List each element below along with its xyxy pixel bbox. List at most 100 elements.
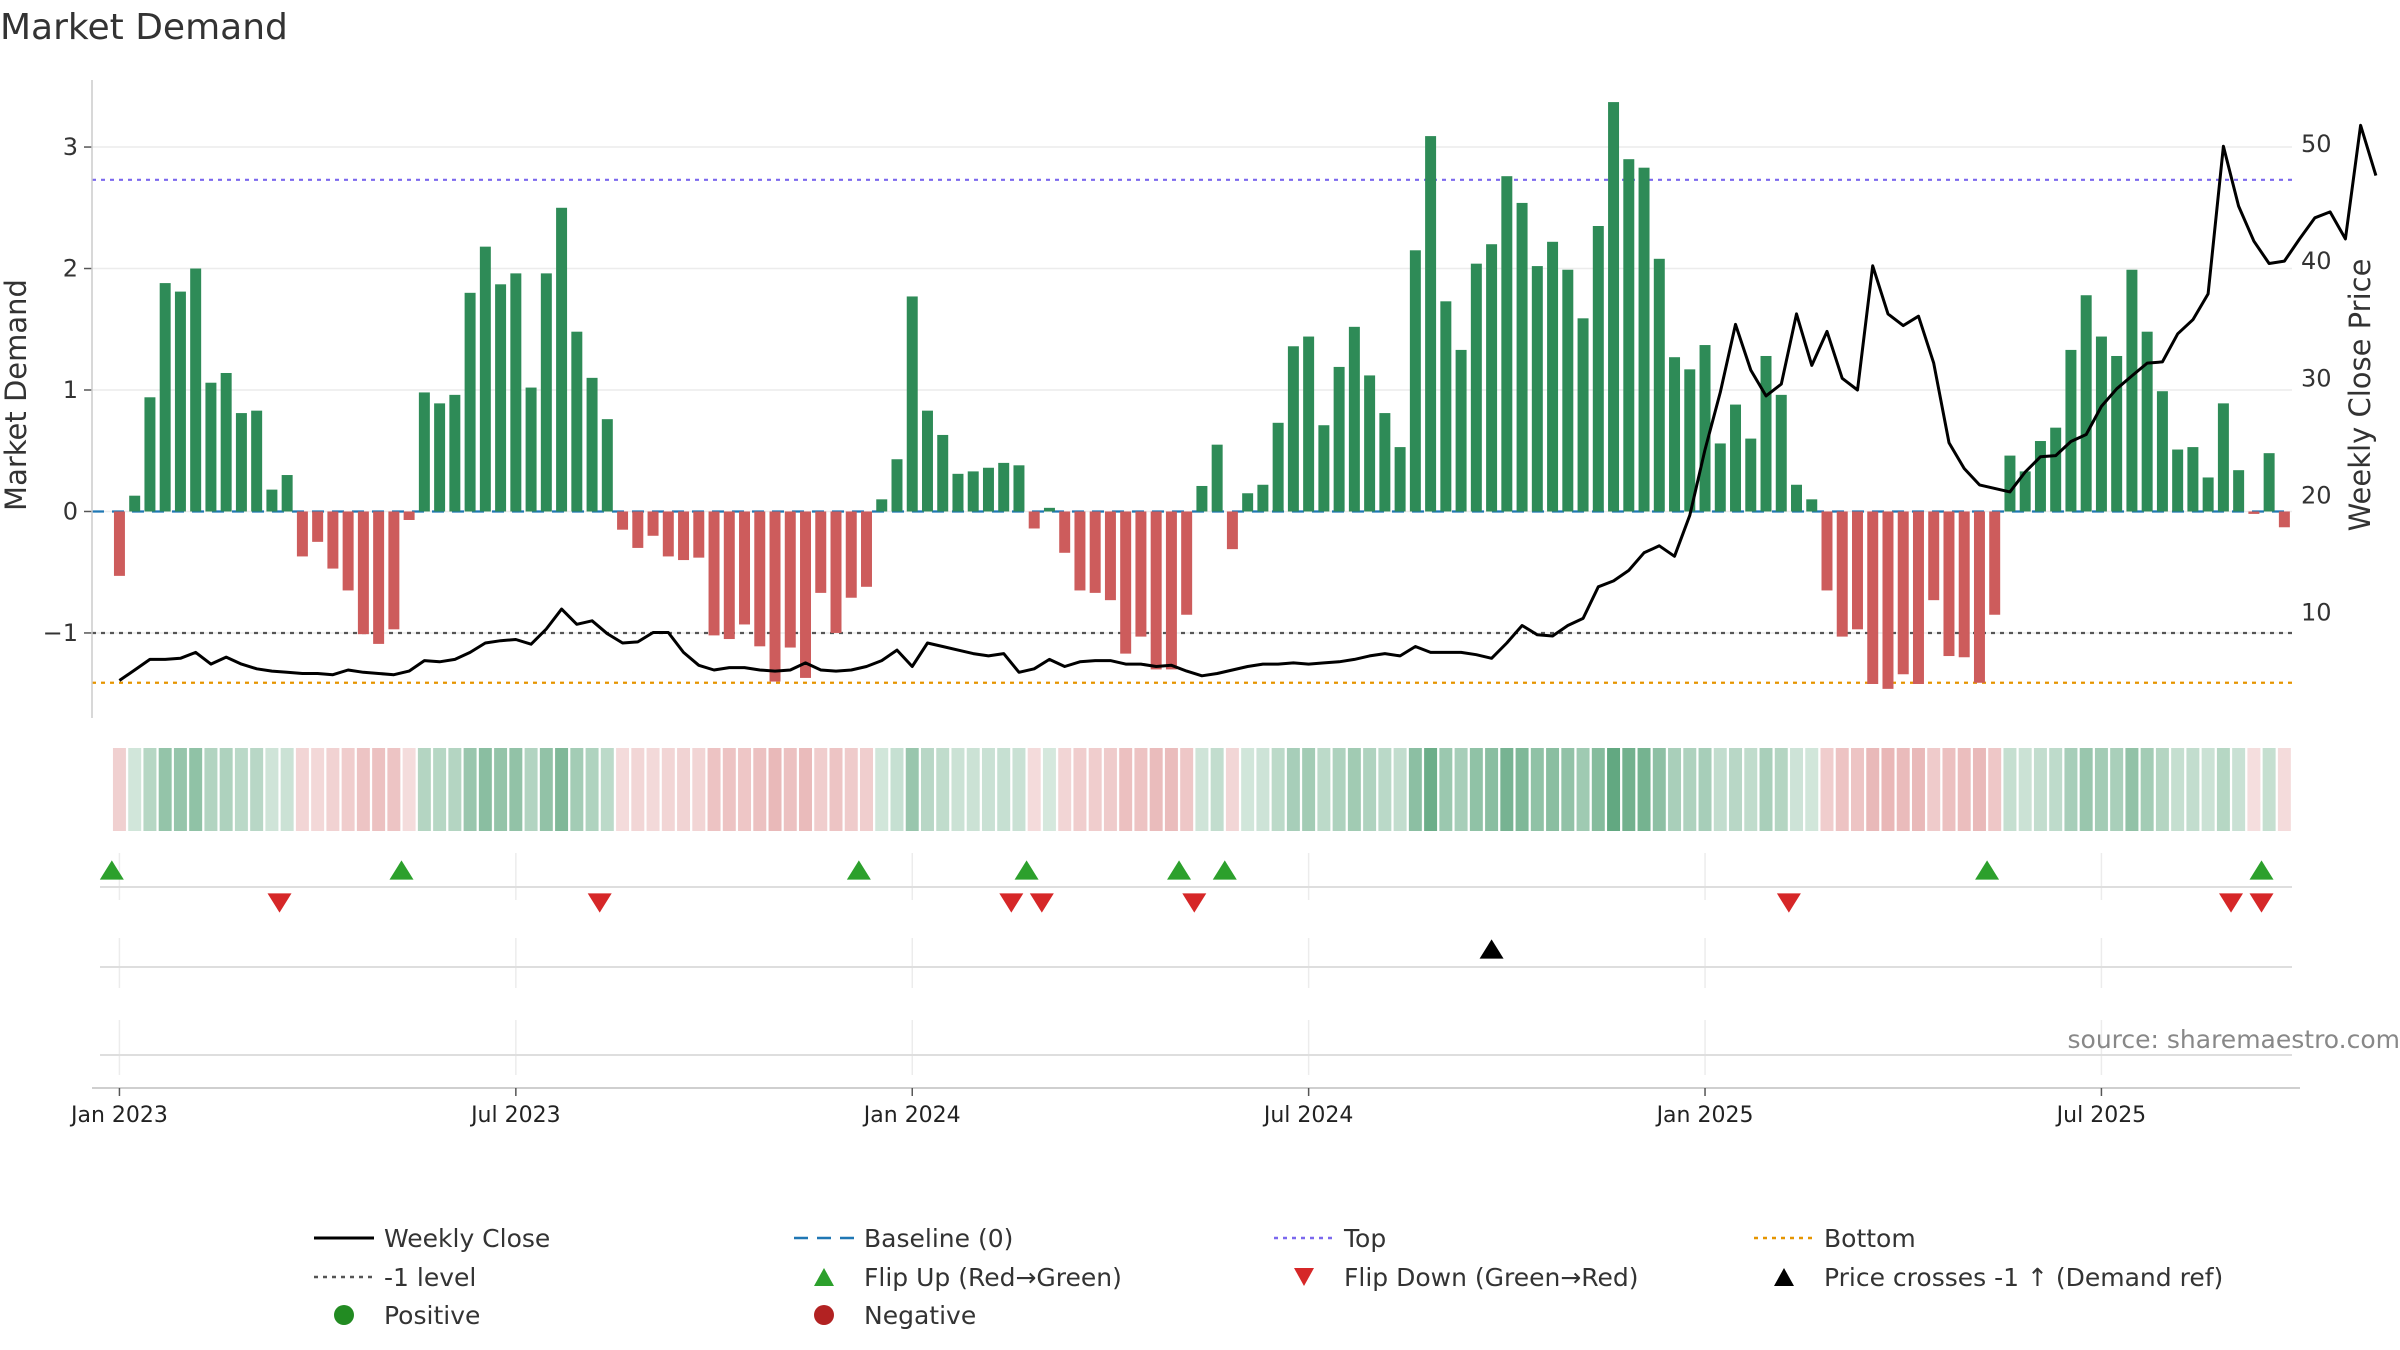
demand-bar <box>1059 511 1071 553</box>
strip-cell <box>2171 748 2185 831</box>
strip-cell <box>509 748 523 831</box>
strip-cell <box>2140 748 2154 831</box>
y2-tick-label: 50 <box>2301 130 2332 158</box>
strip-cell <box>661 748 675 831</box>
demand-bar <box>906 296 918 512</box>
flip-up-marker <box>1167 860 1192 880</box>
strip-cell <box>1393 748 1407 831</box>
strip-cell <box>890 748 904 831</box>
x-tick-label: Jan 2024 <box>862 1103 961 1128</box>
strip-cell <box>1729 748 1743 831</box>
strip-cell <box>417 748 431 831</box>
legend-item: Top <box>1274 1224 1386 1253</box>
strip-cell <box>1317 748 1331 831</box>
strip-cell <box>204 748 218 831</box>
demand-bar <box>1394 447 1406 512</box>
strip-cell <box>326 748 340 831</box>
demand-bar <box>1730 404 1742 512</box>
strip-cell <box>829 748 843 831</box>
strip-cell <box>2003 748 2017 831</box>
legend-label: Flip Up (Red→Green) <box>864 1263 1122 1292</box>
flip-down-marker <box>267 893 292 913</box>
strip-cell <box>158 748 172 831</box>
strip-cell <box>387 748 401 831</box>
demand-bar <box>2187 447 2199 512</box>
strip-cell <box>1271 748 1285 831</box>
strip-cell <box>1957 748 1971 831</box>
demand-bar <box>693 511 705 558</box>
demand-bar <box>1074 511 1086 591</box>
strip-cell <box>860 748 873 831</box>
demand-bar <box>174 291 186 512</box>
strip-cell <box>905 748 919 831</box>
demand-bar <box>1669 357 1681 512</box>
demand-bar <box>1165 511 1177 670</box>
strip-cell <box>981 748 995 831</box>
demand-bar <box>1791 484 1802 512</box>
demand-bar <box>784 511 796 648</box>
strip-cell <box>1378 748 1392 831</box>
flip-up-marker <box>1212 860 1237 880</box>
strip-cell <box>1134 748 1148 831</box>
demand-bar <box>2156 391 2168 512</box>
strip-cell <box>1607 748 1621 831</box>
demand-bar <box>1226 511 1238 550</box>
strip-cell <box>753 748 767 831</box>
strip-cell <box>722 748 736 831</box>
demand-bar <box>1653 258 1665 512</box>
strip-cell <box>1683 748 1697 831</box>
demand-bar <box>251 410 263 512</box>
demand-bar <box>769 511 781 682</box>
event-markers <box>99 860 2274 959</box>
strip-cell <box>1698 748 1712 831</box>
demand-bar <box>800 511 812 678</box>
demand-bar <box>1287 346 1299 512</box>
demand-bar <box>586 377 598 512</box>
legend-cross-icon <box>1774 1268 1794 1286</box>
demand-bar <box>1242 493 1254 512</box>
demand-bar <box>159 283 171 512</box>
demand-bar <box>1912 511 1924 684</box>
strip-cell <box>1103 748 1117 831</box>
strip-cell <box>539 748 553 831</box>
strip-cell <box>600 748 614 831</box>
strip-cell <box>1530 748 1544 831</box>
strip-cell <box>2094 748 2108 831</box>
strip-cell <box>1469 748 1483 831</box>
strip-cell <box>1927 748 1941 831</box>
demand-bar <box>861 511 872 587</box>
strip-cell <box>478 748 492 831</box>
demand-bar <box>1821 511 1833 591</box>
demand-bar <box>617 511 629 530</box>
strip-cell <box>219 748 233 831</box>
demand-bar <box>708 511 720 636</box>
legend-item: Flip Down (Green→Red) <box>1294 1263 1639 1292</box>
demand-bar <box>1547 241 1559 512</box>
demand-bars <box>113 102 2290 689</box>
strip-cell <box>2232 748 2246 831</box>
legend-label: Negative <box>864 1301 976 1330</box>
strip-cell <box>768 748 782 831</box>
demand-bar <box>1440 301 1452 512</box>
y-tick-label: 3 <box>63 133 78 161</box>
strip-cell <box>2201 748 2215 831</box>
legend-negative-icon <box>814 1305 834 1325</box>
legend-label: Top <box>1343 1224 1386 1253</box>
strip-cell <box>448 748 462 831</box>
x-axis-ticks: Jan 2023 Jul 2023 Jan 2024 Jul 2024 Jan 2025… <box>69 1088 2146 1128</box>
demand-bar <box>1531 266 1543 512</box>
strip-cell <box>1805 748 1819 831</box>
strip-cell <box>1363 748 1377 831</box>
strip-cell <box>920 748 934 831</box>
strip-cell <box>1424 748 1438 831</box>
strip-cell <box>143 748 157 831</box>
demand-bar <box>1577 318 1589 512</box>
flip-down-marker <box>2249 893 2274 913</box>
y-tick-label: 0 <box>63 497 78 525</box>
demand-bar <box>327 511 339 569</box>
demand-bar <box>312 511 324 542</box>
strip-cell <box>463 748 477 831</box>
demand-bar <box>1836 511 1848 637</box>
demand-bar <box>1989 511 2001 615</box>
